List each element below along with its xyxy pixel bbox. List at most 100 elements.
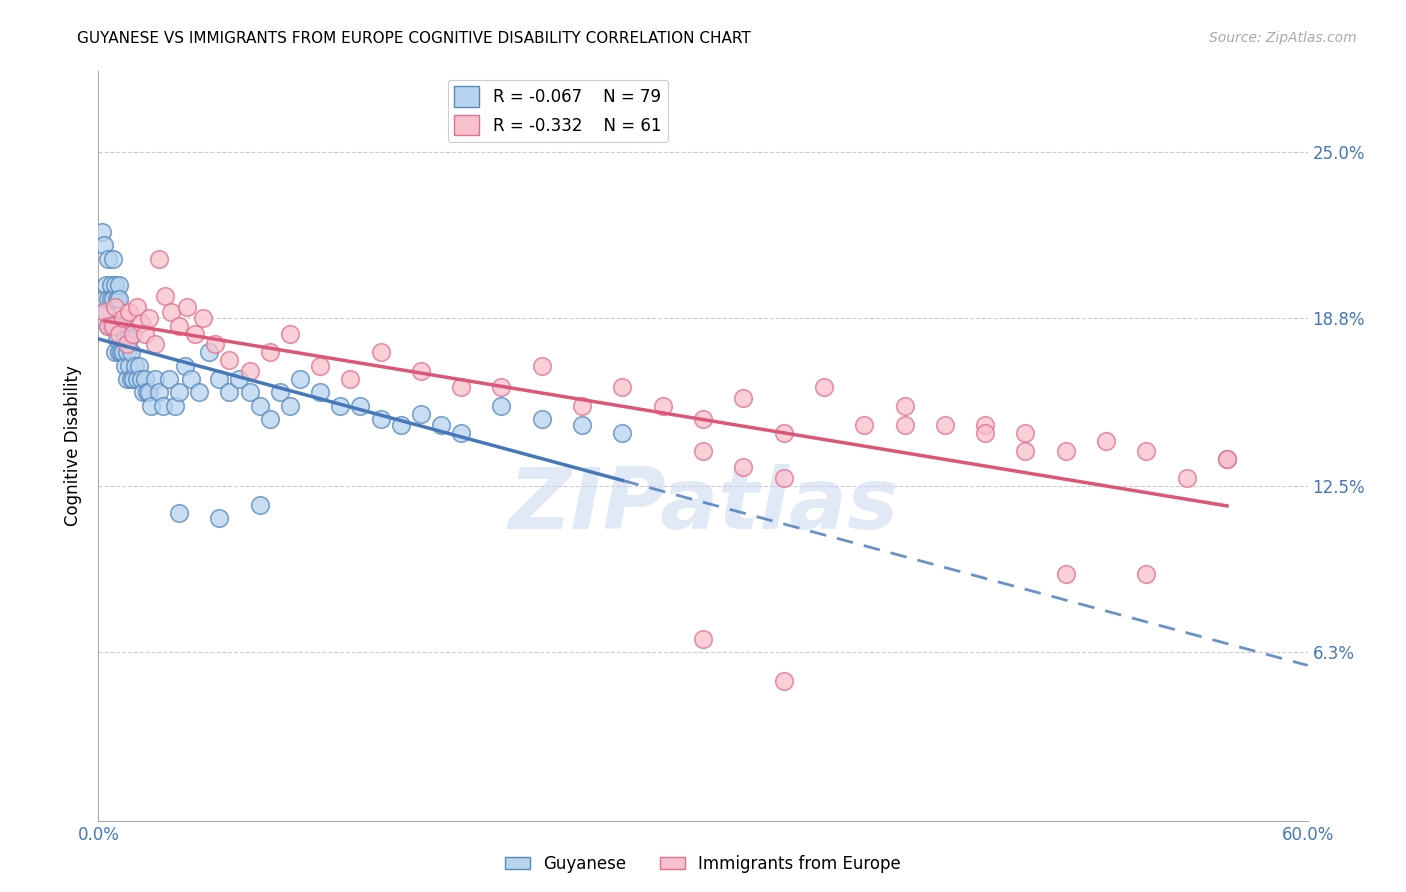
Point <box>389 417 412 432</box>
Point <box>97 318 120 333</box>
Point <box>309 385 332 400</box>
Point <box>772 425 794 440</box>
Point <box>733 391 755 405</box>
Point <box>772 471 794 485</box>
Point <box>107 318 129 333</box>
Point <box>153 289 176 303</box>
Point <box>180 372 202 386</box>
Point <box>278 326 301 341</box>
Point <box>121 326 143 341</box>
Point <box>107 345 129 359</box>
Point <box>893 399 915 413</box>
Point <box>259 345 281 359</box>
Point <box>1216 452 1239 467</box>
Point <box>143 372 166 386</box>
Point <box>101 292 124 306</box>
Point <box>218 385 240 400</box>
Point <box>530 359 553 373</box>
Point <box>96 305 118 319</box>
Point <box>813 380 835 394</box>
Point <box>134 326 156 341</box>
Point <box>370 412 392 426</box>
Point <box>571 399 593 413</box>
Point <box>208 511 231 525</box>
Point <box>105 292 128 306</box>
Point <box>450 425 472 440</box>
Point <box>239 385 262 400</box>
Point <box>1135 444 1157 458</box>
Point <box>103 278 125 293</box>
Point <box>120 372 142 386</box>
Text: Source: ZipAtlas.com: Source: ZipAtlas.com <box>1209 31 1357 45</box>
Point <box>163 399 186 413</box>
Point <box>103 345 125 359</box>
Point <box>111 310 134 325</box>
Point <box>139 399 162 413</box>
Point <box>91 225 114 239</box>
Point <box>121 372 143 386</box>
Point <box>124 359 146 373</box>
Point <box>692 632 714 646</box>
Legend: Guyanese, Immigrants from Europe: Guyanese, Immigrants from Europe <box>498 848 908 880</box>
Point <box>167 506 190 520</box>
Point <box>198 345 221 359</box>
Point <box>97 318 120 333</box>
Point <box>97 252 120 266</box>
Point <box>1014 444 1036 458</box>
Point <box>110 318 132 333</box>
Point <box>893 417 915 432</box>
Point <box>118 332 141 346</box>
Point <box>651 399 673 413</box>
Point <box>1135 567 1157 582</box>
Point <box>259 412 281 426</box>
Point <box>176 300 198 314</box>
Point <box>115 372 138 386</box>
Point <box>269 385 291 400</box>
Y-axis label: Cognitive Disability: Cognitive Disability <box>65 366 83 526</box>
Point <box>148 385 170 400</box>
Point <box>115 337 138 351</box>
Point <box>530 412 553 426</box>
Point <box>100 278 122 293</box>
Point <box>152 399 174 413</box>
Point <box>148 252 170 266</box>
Point <box>612 425 634 440</box>
Point <box>157 372 180 386</box>
Point <box>138 385 160 400</box>
Point <box>143 337 166 351</box>
Point <box>107 326 129 341</box>
Point <box>409 364 432 378</box>
Point <box>309 359 332 373</box>
Point <box>1095 434 1118 448</box>
Point <box>93 238 115 252</box>
Point <box>239 364 262 378</box>
Point <box>1014 425 1036 440</box>
Point <box>103 300 125 314</box>
Point <box>208 372 231 386</box>
Point <box>111 345 134 359</box>
Point <box>249 399 271 413</box>
Point <box>934 417 956 432</box>
Point <box>120 345 142 359</box>
Point <box>101 252 124 266</box>
Point <box>105 332 128 346</box>
Point <box>132 385 155 400</box>
Point <box>101 318 124 333</box>
Point <box>97 292 120 306</box>
Point <box>114 332 136 346</box>
Point <box>111 318 134 333</box>
Point <box>612 380 634 394</box>
Point <box>129 372 152 386</box>
Point <box>974 417 997 432</box>
Point <box>249 498 271 512</box>
Point <box>204 337 226 351</box>
Point <box>167 385 190 400</box>
Point <box>103 318 125 333</box>
Point <box>193 310 215 325</box>
Point <box>135 385 157 400</box>
Point <box>96 278 118 293</box>
Point <box>409 407 432 421</box>
Text: ZIPatlas: ZIPatlas <box>508 465 898 548</box>
Point <box>107 278 129 293</box>
Point <box>93 292 115 306</box>
